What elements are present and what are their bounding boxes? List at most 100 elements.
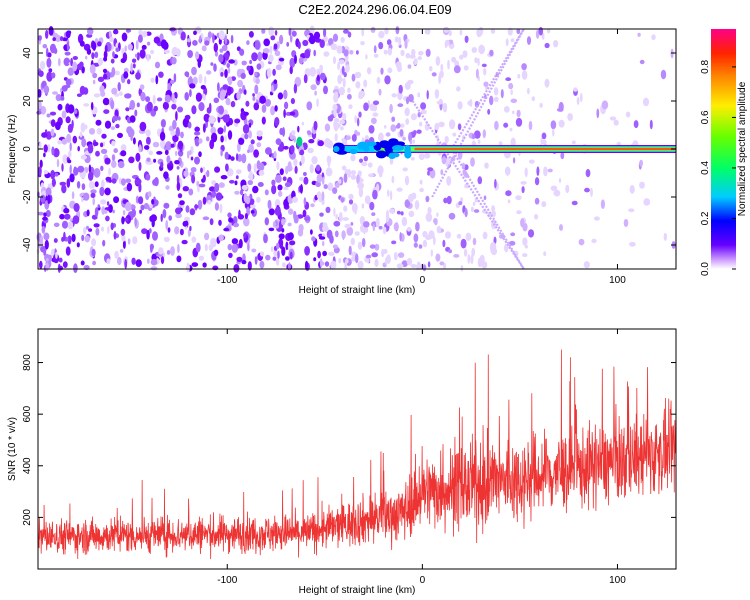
spectrogram-speckle-dot bbox=[231, 238, 239, 245]
spectrogram-speckle-dot bbox=[350, 222, 354, 226]
spectrogram-speckle-dot bbox=[195, 51, 200, 60]
spectrogram-speckle-dot bbox=[448, 212, 456, 220]
spectrogram-speckle-dot bbox=[214, 51, 219, 57]
spectrogram-speckle-dot bbox=[120, 228, 126, 236]
spectrogram-y-label: Frequency (Hz) bbox=[7, 115, 18, 184]
spectrogram-speckle-dot bbox=[313, 31, 321, 40]
spectrogram-speckle-dot bbox=[536, 166, 540, 176]
spectrogram-speckle-dot bbox=[115, 123, 120, 129]
spectrogram-speckle-dot bbox=[390, 124, 397, 132]
spectrogram-speckle-dot bbox=[92, 79, 96, 85]
spectrogram-speckle-dot bbox=[67, 159, 72, 164]
colorbar-tick-label: 0.0 bbox=[700, 262, 711, 276]
carrier-onset-blob bbox=[333, 146, 340, 153]
spectrogram-speckle-dot bbox=[251, 248, 257, 253]
spectrogram-speckle-dot bbox=[358, 111, 362, 118]
spectrogram-speckle-dot bbox=[100, 199, 107, 205]
spectrogram-speckle-dot bbox=[149, 203, 153, 209]
spectrogram-speckle-dot bbox=[342, 113, 347, 120]
spectrogram-speckle-dot bbox=[119, 249, 124, 253]
spectrogram-speckle-dot bbox=[268, 26, 275, 36]
spectrogram-speckle-dot bbox=[195, 92, 202, 102]
spectrogram-speckle-dot bbox=[39, 260, 43, 269]
spectrogram-speckle-dot bbox=[357, 241, 363, 250]
spectrogram-speckle-dot bbox=[378, 225, 383, 230]
spectrogram-speckle-dot bbox=[190, 167, 197, 173]
spectrogram-speckle-dot bbox=[419, 187, 424, 193]
spectrogram-speckle-dot bbox=[306, 101, 313, 111]
spectrogram-speckle-dot bbox=[334, 133, 338, 142]
spectrogram-speckle-dot bbox=[50, 119, 56, 127]
x-tick-label: 100 bbox=[609, 275, 626, 286]
spectrogram-speckle-dot bbox=[230, 100, 236, 108]
spectrogram-speckle-dot bbox=[160, 213, 163, 222]
spectrogram-speckle-dot bbox=[347, 87, 351, 93]
spectrogram-speckle-dot bbox=[222, 84, 229, 90]
spectrogram-speckle-dot bbox=[498, 141, 503, 147]
spectrogram-speckle-dot bbox=[176, 181, 181, 191]
spectrogram-speckle-dot bbox=[168, 215, 172, 221]
spectrogram-speckle-dot bbox=[463, 65, 469, 71]
spectrogram-speckle-dot bbox=[288, 27, 292, 36]
spectrogram-speckle-dot bbox=[153, 158, 157, 163]
y-tick-label: 400 bbox=[22, 457, 33, 474]
spectrogram-speckle-dot bbox=[252, 96, 256, 101]
spectrogram-speckle-dot bbox=[37, 211, 44, 216]
spectrogram-speckle-dot bbox=[318, 236, 326, 240]
spectrogram-speckle-dot bbox=[95, 119, 102, 126]
spectrogram-speckle-dot bbox=[241, 259, 247, 265]
spectrogram-speckle-dot bbox=[427, 261, 431, 268]
spectrogram-speckle-dot bbox=[193, 30, 197, 35]
spectrogram-speckle-dot bbox=[333, 207, 336, 217]
spectrogram-speckle-dot bbox=[311, 236, 316, 242]
spectrogram-speckle-dot bbox=[343, 72, 347, 78]
spectrogram-speckle-dot bbox=[112, 209, 115, 214]
spectrogram-speckle-dot bbox=[522, 253, 528, 258]
spectrogram-speckle-dot bbox=[206, 70, 212, 75]
spectrogram-speckle-dot bbox=[361, 161, 368, 167]
spectrogram-speckle-dot bbox=[567, 113, 573, 121]
spectrogram-speckle-dot bbox=[76, 181, 81, 189]
spectrogram-speckle-dot bbox=[63, 57, 71, 67]
carrier-onset-blob bbox=[356, 141, 369, 150]
spectrogram-speckle-dot bbox=[171, 46, 179, 56]
spectrogram-speckle-dot bbox=[113, 29, 119, 35]
spectrogram-speckle-dot bbox=[300, 155, 305, 165]
spectrogram-speckle-dot bbox=[510, 137, 516, 147]
spectrogram-speckle-dot bbox=[158, 71, 164, 78]
spectrogram-speckle-dot bbox=[264, 98, 271, 107]
spectrogram-speckle-dot bbox=[65, 78, 72, 86]
spectrogram-speckle-dot bbox=[305, 260, 309, 269]
spectrogram-speckle-dot bbox=[92, 72, 98, 79]
spectrogram-speckle-dot bbox=[629, 184, 635, 194]
spectrogram-speckle-dot bbox=[61, 37, 69, 42]
spectrogram-speckle-dot bbox=[138, 161, 142, 171]
spectrogram-speckle-dot bbox=[128, 156, 135, 164]
spectrogram-speckle-dot bbox=[442, 239, 446, 248]
spectrogram-speckle-dot bbox=[97, 204, 101, 209]
spectrogram-speckle-dot bbox=[471, 247, 476, 257]
spectrogram-speckle-dot bbox=[62, 154, 69, 164]
spectrogram-speckle-dot bbox=[491, 205, 495, 213]
spectrogram-speckle-dot bbox=[290, 145, 295, 154]
spectrogram-speckle-dot bbox=[293, 158, 298, 167]
spectrogram-speckle-dot bbox=[218, 30, 225, 40]
spectrogram-speckle-dot bbox=[447, 59, 450, 70]
spectrogram-speckle-dot bbox=[270, 246, 274, 252]
spectrogram-speckle-dot bbox=[471, 133, 476, 140]
spectrogram-speckle-dot bbox=[292, 196, 298, 203]
spectrogram-speckle-dot bbox=[50, 128, 55, 137]
spectrogram-speckle-dot bbox=[122, 239, 126, 249]
spectrogram-speckle-dot bbox=[184, 92, 189, 101]
spectrogram-speckle-dot bbox=[317, 140, 324, 147]
spectrogram-speckle-dot bbox=[72, 56, 79, 60]
spectrogram-speckle-dot bbox=[435, 253, 441, 262]
spectrogram-speckle-dot bbox=[543, 166, 548, 177]
spectrogram-speckle-dot bbox=[539, 102, 543, 108]
spectrogram-speckle-dot bbox=[45, 131, 53, 140]
spectrogram-speckle-dot bbox=[81, 234, 85, 242]
spectrogram-speckle-dot bbox=[282, 176, 287, 181]
spectrogram-speckle-dot bbox=[274, 30, 278, 36]
y-tick-label: 0 bbox=[22, 146, 33, 152]
